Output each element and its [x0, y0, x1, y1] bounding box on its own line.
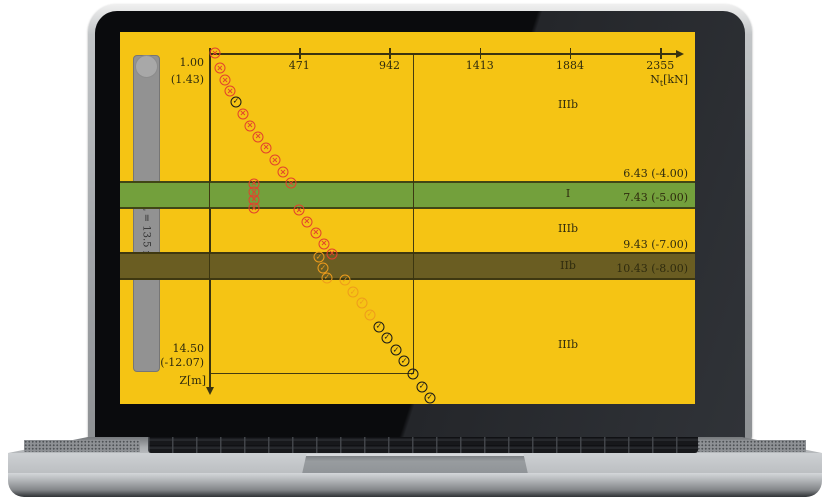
soil-zone-label: IIIb	[557, 221, 579, 235]
check-failed-marker-icon: ×	[209, 47, 221, 59]
x-tick	[389, 48, 391, 59]
check-failed-marker-icon: ×	[214, 62, 226, 74]
check-failed-marker-icon: ×	[318, 238, 330, 250]
z-axis-arrow-icon	[206, 387, 214, 395]
pile-bar	[133, 55, 160, 372]
laptop-base	[8, 437, 822, 497]
check-warning-marker-icon: ✓	[339, 274, 351, 286]
x-tick-label: 2355	[646, 59, 675, 72]
layer-boundary-label: 7.43 (-5.00)	[623, 190, 688, 204]
check-failed-marker-icon: ×	[326, 248, 338, 260]
check-warning-marker-icon: ✓	[347, 286, 359, 298]
x-axis-line	[209, 53, 676, 55]
soil-zone-label: IIIb	[557, 97, 579, 111]
pile-cap-circle	[135, 55, 158, 78]
x-tick-label: 1413	[465, 59, 494, 72]
check-failed-marker-icon: ×	[269, 154, 281, 166]
speaker-grille-left	[24, 440, 140, 452]
chart-screen: L = 13.5 m 1.00 (1.43) 14.50 (-12.07) Z[…	[120, 32, 695, 404]
soil-band-i	[120, 180, 695, 209]
y-bottom-elevation: (-12.07)	[160, 356, 204, 369]
check-failed-cluster-marker-icon: ×	[248, 202, 260, 214]
check-failed-marker-icon: ×	[301, 216, 313, 228]
x-tick	[569, 48, 572, 59]
check-warning-marker-icon: ✓	[364, 309, 376, 321]
y-axis-bottom-label: 14.50 (-12.07)	[120, 342, 204, 370]
check-failed-marker-icon: ×	[277, 166, 289, 178]
trackpad	[302, 454, 528, 474]
y-bottom-depth: 14.50	[172, 342, 205, 355]
layer-boundary-label: 10.43 (-8.00)	[616, 262, 688, 276]
check-failed-marker-icon: ×	[310, 227, 322, 239]
laptop-front-edge	[8, 473, 822, 497]
check-passed-marker-icon: ✓	[230, 96, 242, 108]
y-top-elevation: (1.43)	[170, 73, 204, 86]
check-failed-marker-icon: ×	[219, 74, 231, 86]
layer-boundary-label: 6.43 (-4.00)	[623, 166, 688, 180]
check-warning-marker-icon: ✓	[313, 251, 325, 263]
x-tick	[479, 48, 482, 59]
x-axis-subscript: t	[659, 79, 664, 89]
y-axis-top-label: 1.00 (1.43)	[120, 54, 204, 88]
check-passed-marker-icon: ✓	[398, 355, 410, 367]
check-failed-marker-icon: ×	[285, 177, 297, 189]
x-tick	[299, 48, 301, 59]
check-warning-marker-icon: ✓	[356, 297, 368, 309]
speaker-grille-right	[690, 440, 806, 452]
x-axis-symbol: N	[650, 73, 660, 86]
check-passed-marker-icon: ✓	[416, 381, 428, 393]
check-failed-marker-icon: ×	[237, 108, 249, 120]
x-axis-arrow-icon	[676, 50, 684, 58]
check-passed-marker-icon: ✓	[373, 321, 385, 333]
capacity-envelope-box	[209, 53, 415, 375]
soil-band-iib	[120, 252, 695, 281]
check-passed-marker-icon: ✓	[424, 392, 436, 404]
check-failed-marker-icon: ×	[252, 131, 264, 143]
layer-boundary-label: 9.43 (-7.00)	[623, 238, 688, 252]
y-axis-title: Z[m]	[179, 374, 206, 387]
x-tick	[660, 48, 662, 59]
screen-bezel: L = 13.5 m 1.00 (1.43) 14.50 (-12.07) Z[…	[95, 11, 745, 444]
check-failed-marker-icon: ×	[260, 142, 272, 154]
check-passed-marker-icon: ✓	[407, 368, 419, 380]
y-top-depth: 1.00	[179, 56, 205, 69]
soil-zone-label: I	[565, 187, 571, 201]
soil-zone-label: IIIb	[557, 337, 579, 351]
check-failed-marker-icon: ×	[293, 204, 305, 216]
check-passed-marker-icon: ✓	[381, 332, 393, 344]
x-tick-label: 471	[288, 59, 310, 72]
check-failed-marker-icon: ×	[224, 85, 236, 97]
x-axis-title: Nt[kN]	[650, 73, 688, 88]
check-warning-marker-icon: ✓	[321, 272, 333, 284]
x-axis-unit: [kN]	[663, 73, 688, 86]
check-failed-marker-icon: ×	[244, 120, 256, 132]
x-tick-label: 1884	[555, 59, 584, 72]
soil-zone-label: IIb	[560, 258, 576, 272]
x-tick-label: 942	[378, 59, 400, 72]
laptop-screen-shell: L = 13.5 m 1.00 (1.43) 14.50 (-12.07) Z[…	[88, 4, 752, 444]
keyboard	[148, 437, 698, 453]
check-passed-marker-icon: ✓	[390, 344, 402, 356]
